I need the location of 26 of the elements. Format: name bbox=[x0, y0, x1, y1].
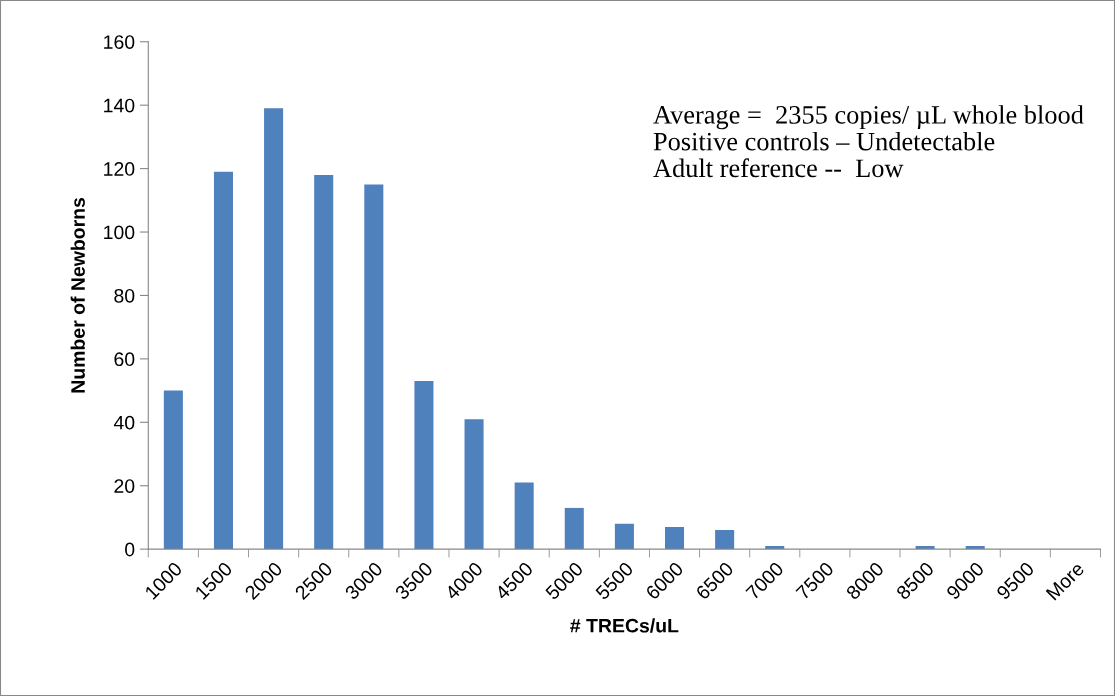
annotation: Adult reference -- Low bbox=[653, 158, 904, 178]
bar bbox=[264, 108, 284, 550]
bar bbox=[163, 390, 183, 550]
bar bbox=[564, 507, 584, 550]
bar bbox=[414, 381, 434, 550]
annotation: Positive controls – Undetectable bbox=[653, 131, 995, 151]
bar bbox=[664, 526, 685, 550]
bar bbox=[614, 523, 634, 550]
bar bbox=[464, 419, 484, 550]
y-tick-label: 120 bbox=[104, 162, 135, 176]
bar bbox=[514, 482, 534, 550]
y-axis-title: Number of Newborns bbox=[70, 197, 85, 393]
y-tick-label: 160 bbox=[104, 35, 135, 49]
bar bbox=[715, 530, 735, 550]
y-tick-label: 20 bbox=[114, 479, 135, 493]
bar bbox=[364, 184, 384, 550]
y-tick-label: 0 bbox=[125, 542, 135, 557]
bar bbox=[213, 171, 233, 550]
y-tick-label: 140 bbox=[104, 98, 135, 113]
y-tick-label: 40 bbox=[113, 415, 135, 430]
y-tick-label: 80 bbox=[114, 288, 135, 303]
y-tick-label: 60 bbox=[114, 352, 135, 367]
y-tick-label: 100 bbox=[104, 225, 135, 240]
x-axis-title: # TRECs/uL bbox=[570, 618, 679, 633]
annotation: Average = 2355 copies/ µL whole blood bbox=[653, 105, 1084, 130]
bar bbox=[314, 174, 334, 550]
